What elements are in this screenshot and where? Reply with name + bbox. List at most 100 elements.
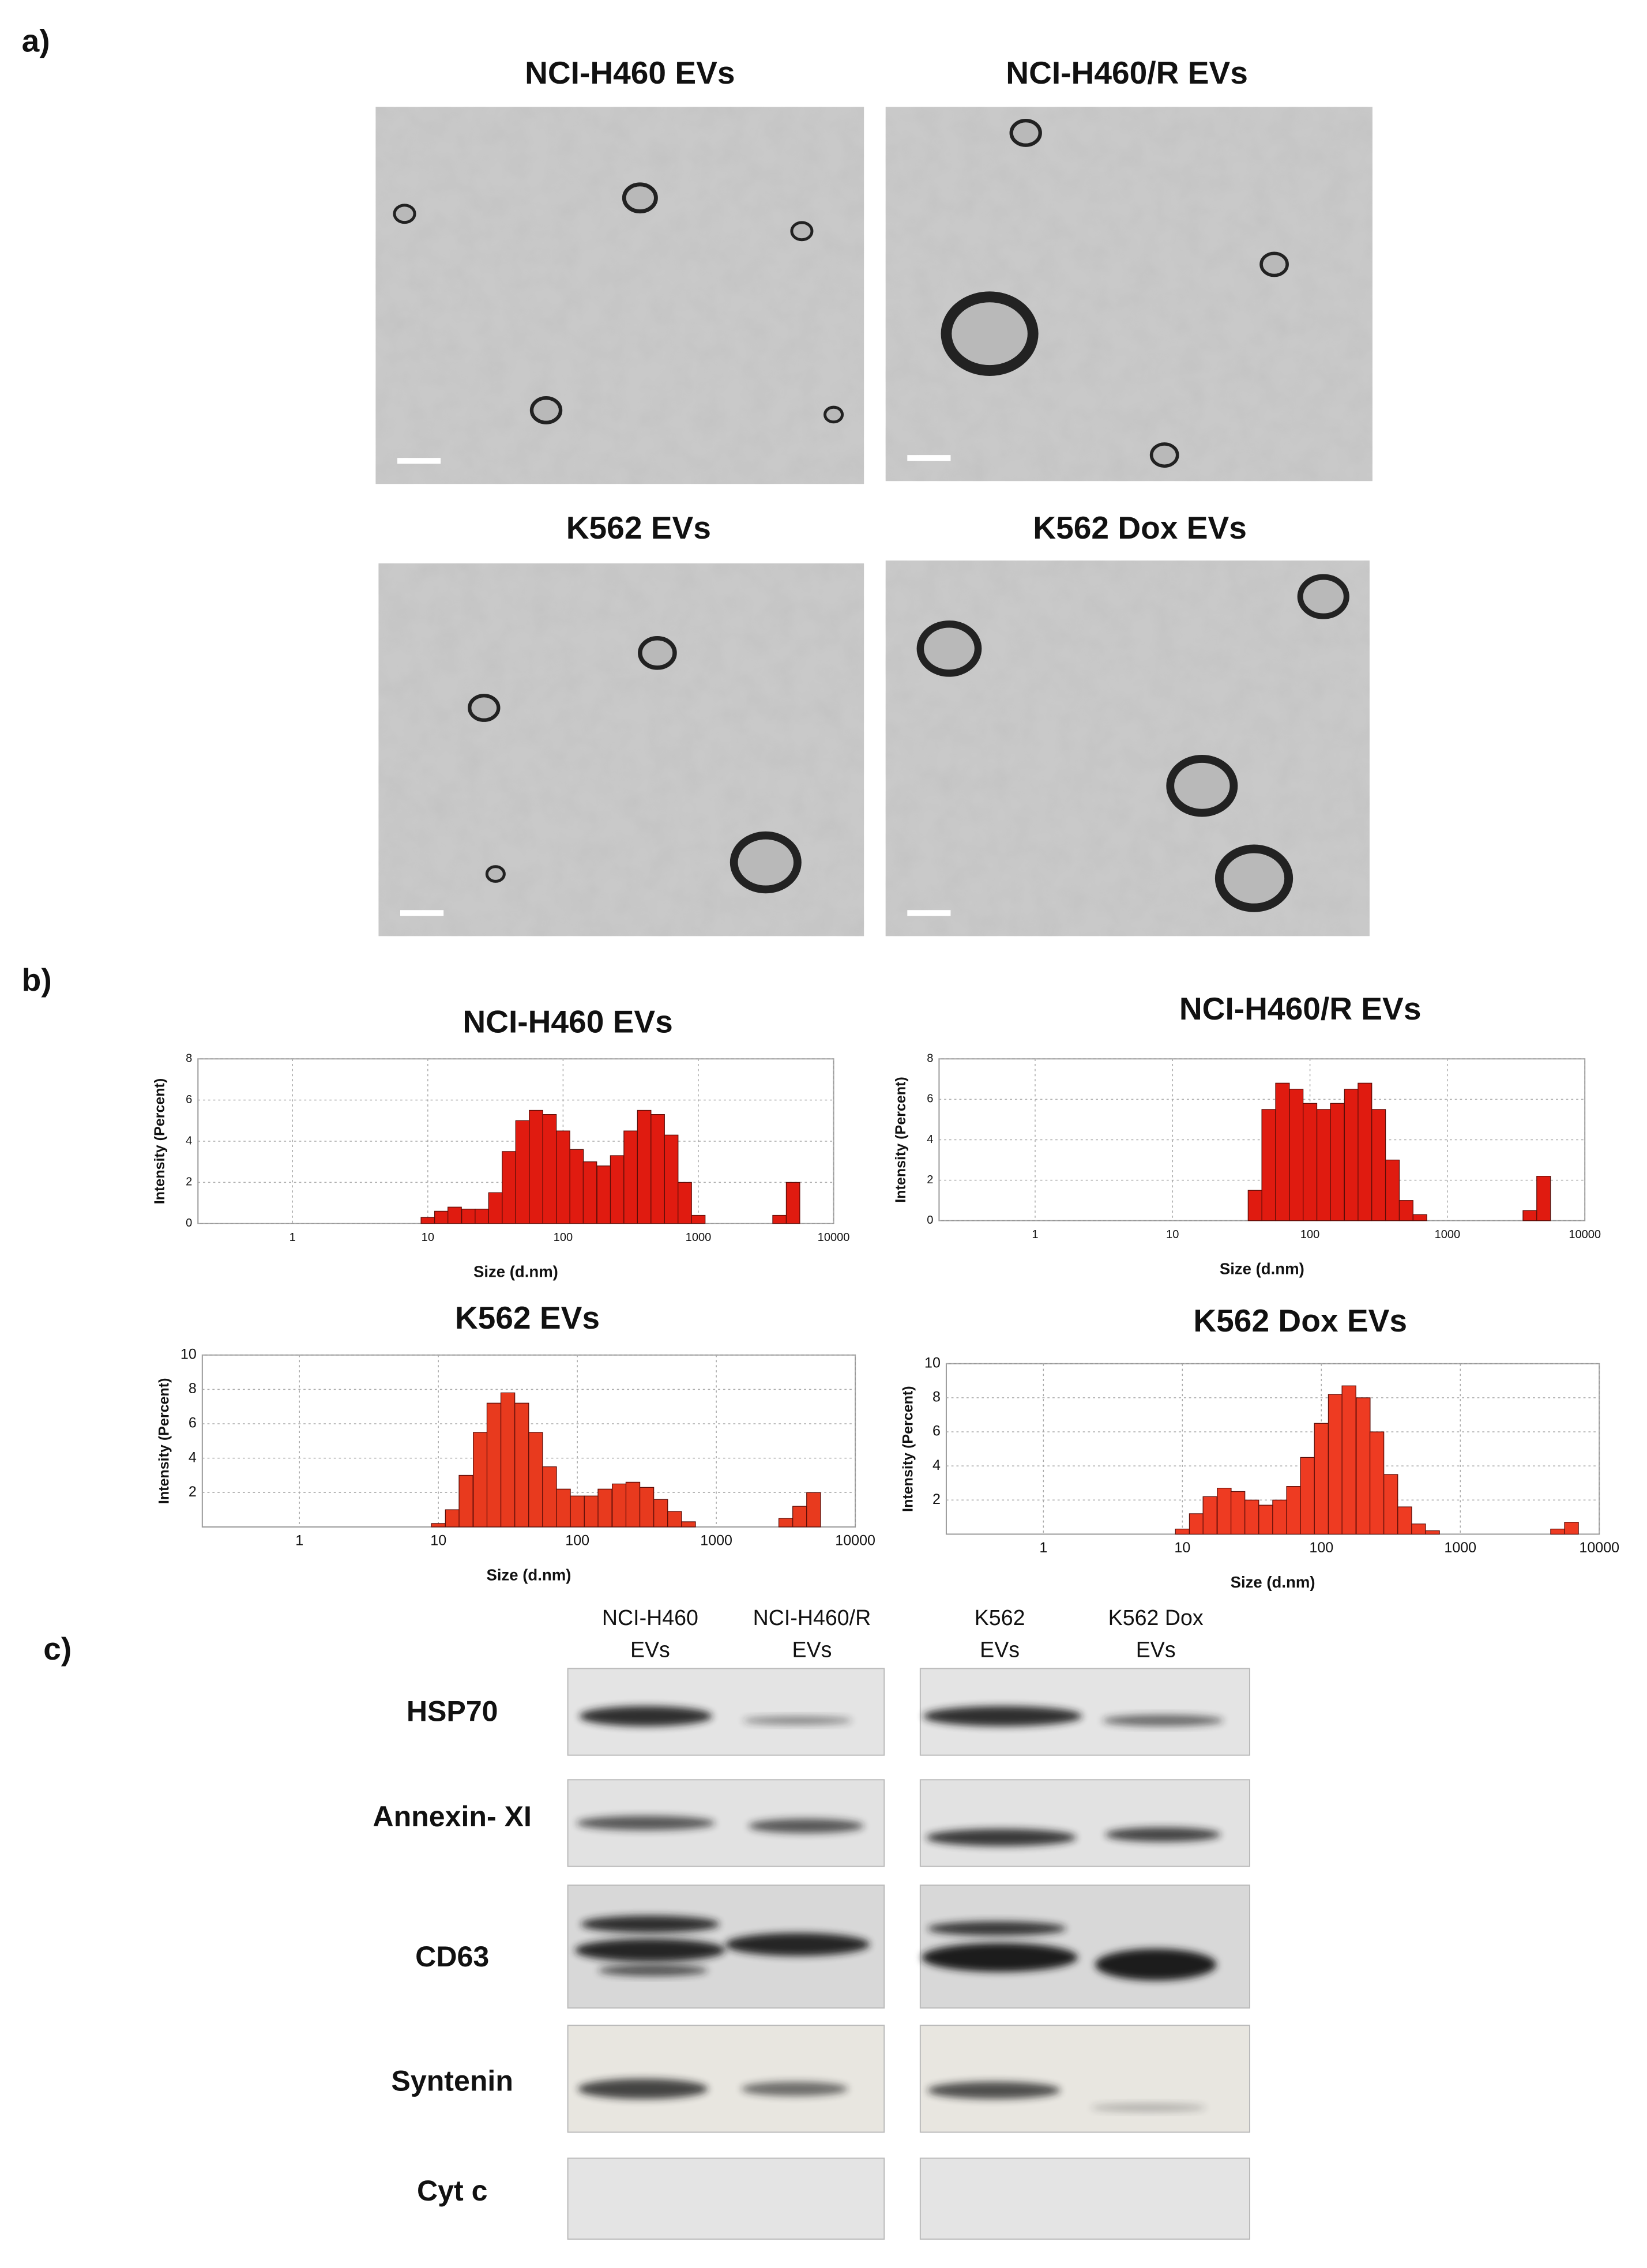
x-tick-label: 1000 [700,1533,732,1549]
chart-title: NCI-H460/R EVs [1179,991,1422,1026]
panel-label: b) [22,962,52,998]
header-line: EVs [980,1637,1020,1661]
y-tick-label: 2 [932,1491,941,1507]
bar [514,1402,529,1528]
x-axis-label: Size (d.nm) [486,1566,571,1584]
x-tick-label: 10000 [818,1231,850,1244]
vesicle [468,694,501,722]
blot-row-label: CD63 [415,1940,489,1973]
blot-band [922,1943,1078,1972]
bar [785,1182,800,1224]
y-tick-label: 8 [932,1389,941,1405]
blot-column-header: NCI-H460/R EVs [753,1605,871,1661]
bar [1275,1082,1290,1221]
bar [1230,1491,1246,1535]
micrograph-title: K562 Dox EVs [1033,510,1247,546]
y-tick-label: 6 [189,1415,197,1431]
bar [502,1151,516,1224]
x-axis-label: Size (d.nm) [1220,1259,1304,1277]
x-tick-label: 1000 [1444,1540,1476,1556]
bar [431,1523,446,1528]
bar [653,1499,668,1528]
bar [1189,1513,1204,1535]
scale-bar [397,458,441,464]
bar [1202,1496,1217,1535]
bar [582,1161,597,1224]
bar [596,1165,611,1224]
bar [1536,1176,1551,1221]
bar [475,1209,489,1224]
blot-band [579,1706,713,1727]
x-tick-label: 100 [565,1533,589,1549]
bar [667,1511,682,1528]
blot-band [741,2081,848,2096]
micrograph-texture [885,560,1370,936]
bar [637,1109,652,1224]
bar [610,1155,625,1224]
blot-row-label: Cyt c [417,2175,488,2207]
y-tick-label: 0 [927,1214,933,1227]
blot-band [927,2081,1061,2099]
y-axis-label: Intensity (Percent) [152,1078,168,1205]
vesicle [485,865,506,883]
x-tick-label: 1 [1039,1540,1047,1556]
vesicle [1149,442,1179,468]
bar [664,1134,679,1224]
blot-band [598,1964,708,1976]
bar [1286,1486,1301,1535]
scale-bar [907,910,951,916]
chart-title: K562 EVs [455,1300,600,1336]
bar [1385,1159,1400,1221]
bar [1371,1109,1386,1221]
y-tick-label: 6 [927,1093,933,1105]
header-line: K562 Dox [1108,1605,1204,1630]
blot-row-label: Annexin- XI [373,1800,532,1833]
bar [1358,1082,1372,1221]
x-tick-label: 1 [289,1231,296,1244]
x-tick-label: 10000 [1579,1540,1619,1556]
bar [1272,1499,1287,1535]
bar [486,1402,502,1528]
vesicle [823,405,844,424]
vesicle [1297,574,1349,619]
vesicle [1259,251,1289,277]
bar [556,1488,571,1528]
blot-row-label: Syntenin [391,2065,513,2097]
bar [1300,1457,1315,1535]
panel-label: c) [43,1631,72,1667]
y-axis-label: Intensity (Percent) [893,1077,909,1203]
bar [625,1481,641,1528]
vesicle [638,635,677,670]
y-tick-label: 4 [186,1134,192,1147]
bar [584,1495,599,1528]
micrograph-title: K562 EVs [566,510,711,546]
vesicle [622,182,658,214]
bar [1564,1522,1579,1535]
y-tick-label: 4 [189,1449,197,1465]
bar [1314,1423,1329,1535]
vesicle [941,291,1039,376]
vesicle [1166,755,1238,817]
blot-band [923,1706,1082,1727]
bar [597,1488,612,1528]
blot-band [1102,1714,1224,1727]
size-chart: K562 EVs 2 4 6 8 10 1 10 100 1000 10000 Size (d.nm)… [156,1300,875,1584]
bar [556,1130,570,1224]
bar [458,1475,473,1528]
bar [1258,1505,1273,1535]
bar [1412,1214,1427,1221]
x-tick-label: 100 [1300,1228,1319,1241]
header-line: EVs [792,1637,832,1661]
x-tick-label: 1 [295,1533,303,1549]
bar [445,1509,460,1528]
blot-membrane [919,1779,1251,1867]
x-tick-label: 100 [1309,1540,1333,1556]
bar [515,1120,530,1224]
x-tick-label: 100 [554,1231,573,1244]
bar [1328,1394,1343,1535]
y-tick-label: 4 [927,1133,933,1146]
x-axis-label: Size (d.nm) [1231,1573,1315,1591]
x-tick-label: 10000 [835,1533,875,1549]
header-line: NCI-H460 [602,1605,698,1630]
